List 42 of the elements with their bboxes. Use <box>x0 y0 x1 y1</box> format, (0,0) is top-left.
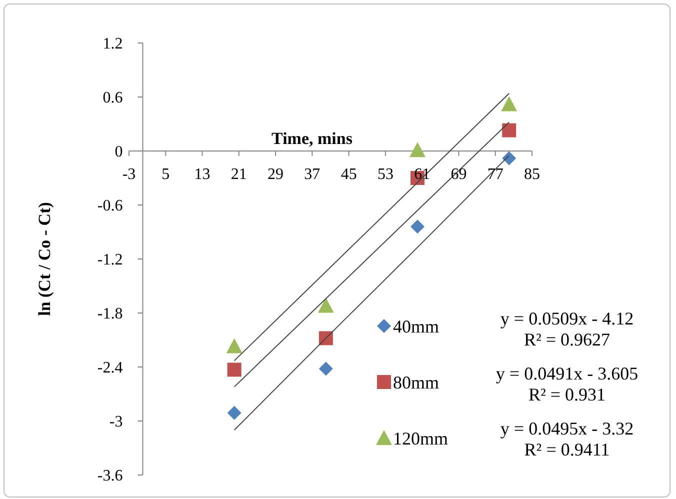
line-series <box>234 92 510 362</box>
y-tick-label: -0.6 <box>97 198 123 215</box>
y-tick-label: 0.6 <box>102 90 123 107</box>
x-tick-label: -3 <box>122 166 136 183</box>
y-tick-label: -3.6 <box>97 468 123 485</box>
point <box>502 123 516 138</box>
point <box>318 362 333 376</box>
y-tick-label: 0 <box>114 144 123 161</box>
x-tick-label: 69 <box>450 166 467 183</box>
x-tick-label: 77 <box>487 166 504 183</box>
x-tick-label: 29 <box>268 166 284 183</box>
x-tick-label: 21 <box>230 166 247 183</box>
x-tick-label: 13 <box>194 166 210 183</box>
y-tick-label: -2.4 <box>97 360 123 377</box>
x-tick-label: 85 <box>524 166 540 183</box>
point <box>410 220 425 234</box>
x-tick-label: 53 <box>377 166 394 183</box>
y-tick-label: -3 <box>109 414 123 431</box>
point <box>227 362 242 377</box>
point <box>226 338 242 354</box>
annotation: y = 0.0495x - 3.32 <box>500 418 634 438</box>
point <box>501 96 518 112</box>
annotation: R² = 0.9627 <box>524 329 610 350</box>
legend-label: 80mm <box>393 372 440 392</box>
y-tick-label: 1.2 <box>102 36 123 53</box>
y-axis-title: ln (Ct / Co - Ct) <box>35 202 54 316</box>
x-tick-label: 37 <box>304 166 320 183</box>
point <box>227 406 242 420</box>
point <box>318 298 334 313</box>
annotation: R² = 0.931 <box>528 384 606 404</box>
y-tick-label: -1.2 <box>97 252 123 269</box>
annotation: R² = 0.9411 <box>524 439 610 460</box>
y-tick-label: -1.8 <box>97 306 123 323</box>
point <box>502 151 516 166</box>
x-axis-title: Time, mins <box>272 129 353 148</box>
annotation: y = 0.0509x - 4.12 <box>500 308 634 328</box>
legend-label: 40mm <box>393 316 440 336</box>
x-tick-label: 5 <box>162 166 170 183</box>
x-tick-label: 45 <box>340 166 357 183</box>
legend-label: 120mm <box>393 428 448 448</box>
point <box>410 142 426 158</box>
annotation: y = 0.0491x - 3.605 <box>496 363 638 384</box>
